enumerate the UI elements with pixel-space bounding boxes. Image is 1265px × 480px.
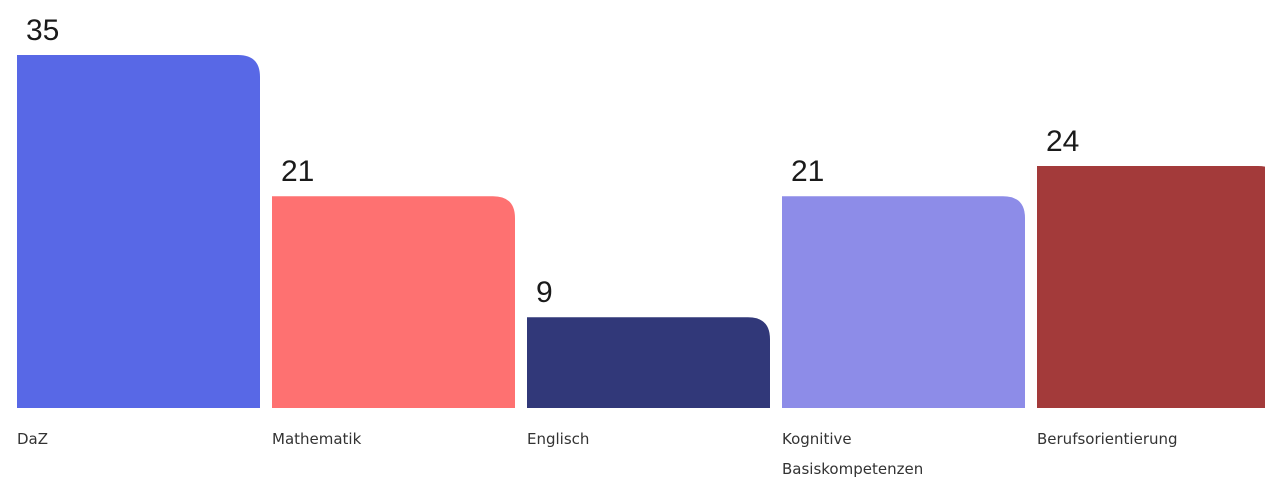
category-label-1: Mathematik	[272, 430, 362, 448]
value-label-4: 24	[1046, 125, 1079, 158]
value-label-2: 9	[536, 276, 553, 309]
bar-group	[17, 55, 1265, 408]
bar-3	[782, 196, 1025, 408]
category-label-group: DaZ Mathematik Englisch Kognitive Basiskompe…	[17, 430, 1178, 478]
category-label-4: Berufsorientierung	[1037, 430, 1178, 448]
value-label-0: 35	[26, 14, 59, 47]
bar-1	[272, 196, 515, 408]
category-label-3-line-1: Basiskompetenzen	[782, 460, 923, 478]
bar-2	[527, 317, 770, 408]
category-label-2: Englisch	[527, 430, 589, 448]
value-label-group: 35 21 9 21 24	[26, 14, 1079, 309]
category-label-3-line-0: Kognitive	[782, 430, 852, 448]
value-label-3: 21	[791, 155, 824, 188]
value-label-1: 21	[281, 155, 314, 188]
bar-4	[1037, 165, 1265, 408]
category-label-0: DaZ	[17, 430, 48, 448]
bar-0	[17, 55, 260, 408]
